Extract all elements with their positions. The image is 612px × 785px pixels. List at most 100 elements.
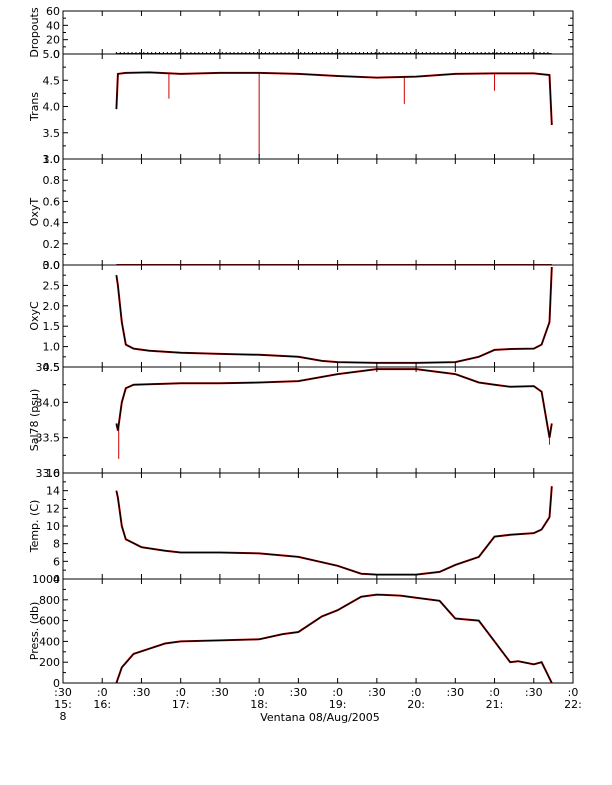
panel-trans: 3.0 3.5 4.0 4.5 5.0 Trans xyxy=(28,48,574,166)
panel-oxyc: 0.5 1.0 1.5 2.0 2.5 3.0 OxyC xyxy=(28,259,574,374)
dropout-point xyxy=(514,52,519,54)
x-tick-label: :0 xyxy=(175,686,186,699)
dropout-point xyxy=(408,52,413,54)
dropout-point xyxy=(471,52,476,54)
series-line xyxy=(115,71,553,125)
y-axis-label: Press. (db) xyxy=(28,602,41,661)
y-tick-label: 14 xyxy=(46,485,60,498)
panel-sal78: 33.0 33.5 34.0 34.5 Sal78 (psu) xyxy=(28,361,574,480)
dropout-point xyxy=(188,52,193,54)
x-tick-label: :0 xyxy=(568,686,579,699)
dropout-point xyxy=(518,52,523,54)
y-tick-label: 0.6 xyxy=(43,195,61,208)
dropout-point xyxy=(498,52,503,54)
y-tick-label: 33.5 xyxy=(36,432,61,445)
panel-data xyxy=(115,368,553,459)
dropout-point xyxy=(506,52,511,54)
dropout-point xyxy=(451,52,456,54)
x-tick-label: :30 xyxy=(525,686,543,699)
y-tick-label: 3.0 xyxy=(43,259,61,272)
y-tick-label: 400 xyxy=(39,635,60,648)
dropout-point xyxy=(228,52,233,54)
x-tick-label: 22: xyxy=(564,698,582,711)
x-tick-label: 18: xyxy=(250,698,268,711)
y-tick-label: 4.0 xyxy=(43,101,61,114)
y-tick-label: 12 xyxy=(46,502,60,515)
panel-frame xyxy=(62,366,574,474)
dropout-point xyxy=(181,52,186,54)
dropout-point xyxy=(334,52,339,54)
panel-data xyxy=(115,71,553,157)
dropout-point xyxy=(232,52,237,54)
x-axis-label: Ventana 08/Aug/2005 xyxy=(260,711,380,724)
x-tick-label: :0 xyxy=(411,686,422,699)
dropout-point xyxy=(385,52,390,54)
x-tick-label: :0 xyxy=(97,686,108,699)
dropout-point xyxy=(294,52,299,54)
dropout-point xyxy=(173,52,178,54)
dropout-point xyxy=(416,52,421,54)
dropout-point xyxy=(204,52,209,54)
dropout-point xyxy=(224,52,229,54)
dropout-point xyxy=(369,52,374,54)
dropout-point xyxy=(541,52,546,54)
y-tick-label: 0 xyxy=(53,677,60,690)
dropout-point xyxy=(345,52,350,54)
dropout-point xyxy=(373,52,378,54)
y-axis-label: Temp. (C) xyxy=(28,500,41,554)
y-tick-label: 4.5 xyxy=(43,74,61,87)
dropout-point xyxy=(126,52,131,54)
x-tick-label: :0 xyxy=(254,686,265,699)
dropout-point xyxy=(436,52,441,54)
dropout-point xyxy=(283,52,288,54)
y-tick-label: 0.2 xyxy=(43,238,61,251)
dropout-point xyxy=(130,52,135,54)
dropout-point xyxy=(165,52,170,54)
raw-series-line xyxy=(115,593,553,683)
dropout-point xyxy=(522,52,527,54)
x-tick-label: :0 xyxy=(489,686,500,699)
dropout-point xyxy=(192,52,197,54)
dropout-point xyxy=(239,52,244,54)
y-tick-label: 33.0 xyxy=(36,467,61,480)
dropout-point xyxy=(137,52,142,54)
y-tick-label: 2.0 xyxy=(43,300,61,313)
y-axis-label: OxyC xyxy=(28,301,41,331)
dropout-point xyxy=(377,52,382,54)
dropout-point xyxy=(286,52,291,54)
dropout-point xyxy=(275,52,280,54)
dropout-point xyxy=(361,52,366,54)
panel-frame xyxy=(62,10,574,55)
series-line xyxy=(115,368,553,438)
dropout-point xyxy=(157,52,162,54)
dropout-point xyxy=(538,52,543,54)
dropout-point xyxy=(487,52,492,54)
y-tick-label: 200 xyxy=(39,656,60,669)
panel-press: 0 200 400 600 800 1000 Press. (db) xyxy=(28,573,574,690)
x-tick-label: :30 xyxy=(54,686,72,699)
dropout-point xyxy=(314,52,319,54)
y-tick-label: 60 xyxy=(46,5,60,18)
series-line xyxy=(115,593,553,683)
dropout-point xyxy=(526,52,531,54)
dropout-point xyxy=(353,52,358,54)
y-tick-label: 6 xyxy=(53,555,60,568)
dropout-point xyxy=(267,52,272,54)
x-tick-label: 16: xyxy=(93,698,111,711)
dropout-point xyxy=(534,52,539,54)
panel-data xyxy=(115,486,553,576)
y-tick-label: 3.0 xyxy=(43,153,61,166)
dropout-point xyxy=(255,52,260,54)
panel-frame xyxy=(62,158,574,266)
series-line xyxy=(115,266,553,364)
y-tick-label: 2.5 xyxy=(43,279,61,292)
y-tick-label: 0 xyxy=(53,48,60,61)
series-line xyxy=(115,486,553,576)
dropout-point xyxy=(153,52,158,54)
dropout-point xyxy=(298,52,303,54)
y-tick-label: 4 xyxy=(53,573,60,586)
raw-series-line xyxy=(115,368,553,438)
y-tick-label: 5.0 xyxy=(43,48,61,61)
y-tick-label: 0.0 xyxy=(43,259,61,272)
panel-frame xyxy=(62,53,574,160)
